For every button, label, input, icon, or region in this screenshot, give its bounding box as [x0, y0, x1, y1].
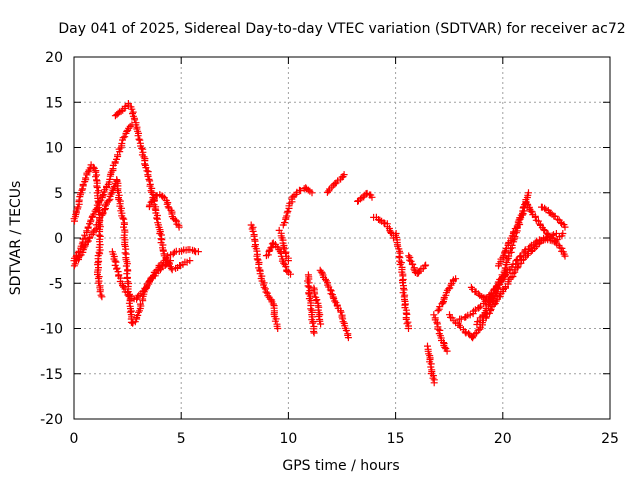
y-axis: -20 -15 -10 -5 0 5 10 15 20: [40, 50, 610, 428]
x-tick-label: 20: [494, 431, 512, 447]
x-tick-label: 10: [279, 431, 297, 447]
y-tick-label: 5: [54, 186, 63, 202]
chart-title: Day 041 of 2025, Sidereal Day-to-day VTE…: [58, 21, 625, 37]
y-tick-label: 20: [45, 50, 63, 66]
y-tick-label: -10: [40, 322, 63, 338]
x-tick-label: 25: [601, 431, 619, 447]
x-tick-label: 5: [177, 431, 186, 447]
x-tick-label: 15: [387, 431, 405, 447]
x-axis-label: GPS time / hours: [282, 458, 399, 474]
x-tick-label: 0: [70, 431, 79, 447]
data-points: [70, 100, 569, 387]
y-tick-label: 15: [45, 95, 63, 111]
y-tick-label: -15: [40, 367, 63, 383]
grid: [74, 57, 610, 419]
y-tick-label: -5: [49, 276, 63, 292]
y-tick-label: 10: [45, 141, 63, 157]
scatter-markers: [70, 100, 569, 387]
y-axis-label: SDTVAR / TECUs: [8, 181, 24, 296]
y-tick-label: -20: [40, 412, 63, 428]
y-tick-label: 0: [54, 231, 63, 247]
x-axis: 0 5 10 15 20 25: [70, 57, 619, 447]
